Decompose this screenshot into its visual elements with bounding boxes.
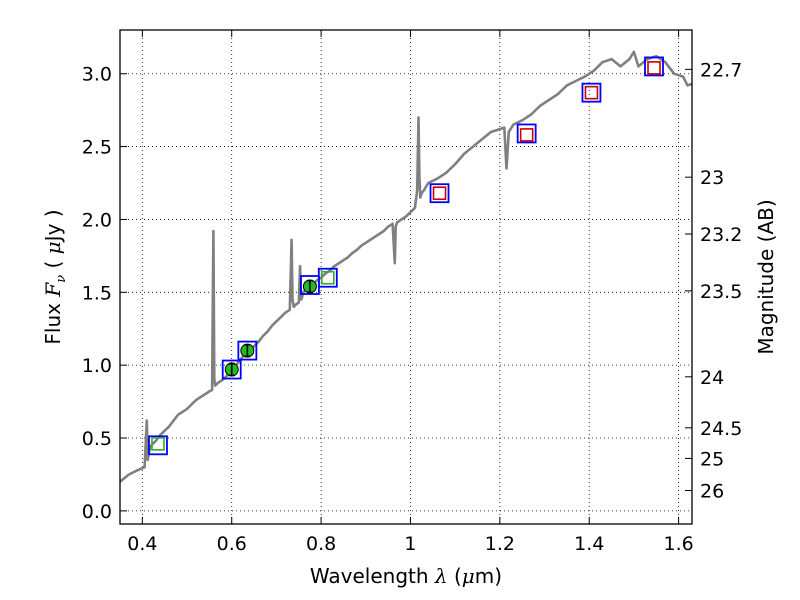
x-tick-label: 0.8: [306, 533, 336, 555]
photometry-box-marker: [317, 267, 338, 288]
model-photometry-marker: [151, 437, 165, 451]
axes-frame: [119, 29, 693, 525]
right-tick-label: 24: [700, 367, 724, 389]
photometry-box-marker: [429, 183, 450, 204]
photometry-box-marker: [644, 56, 664, 77]
model-photometry-marker: [320, 270, 335, 285]
right-tick-label: 25: [700, 448, 724, 470]
right-tick-label: 23: [700, 167, 724, 189]
right-tick-label: 22.7: [700, 59, 742, 81]
x-tick-label: 1.4: [574, 533, 604, 555]
y-tick-label: 1.0: [82, 355, 112, 377]
y-tick-label: 0.5: [82, 428, 112, 450]
model-photometry-marker: [432, 186, 447, 201]
axis-ticks: 0.4 0.6 0.8 1 1.2 1.4 1.6 0.0 0.5 1.0 1.5 2.0 2.5 3.0…: [82, 30, 742, 555]
x-tick-label: 0.4: [127, 533, 157, 555]
model-photometry-marker: [519, 128, 534, 142]
spectrum-line: [120, 50, 692, 483]
plot-clipped: [120, 50, 692, 483]
y-tick-label: 1.5: [82, 282, 112, 304]
x-tick-label: 0.6: [217, 533, 247, 555]
y-tick-label: 3.0: [82, 64, 112, 86]
right-tick-label: 26: [700, 480, 724, 502]
photometry-box-marker: [237, 340, 258, 361]
y-tick-label: 0.0: [82, 501, 112, 523]
y-tick-label: 2.5: [82, 137, 112, 159]
y-tick-label: 2.0: [82, 209, 112, 231]
plot-area: [120, 50, 692, 483]
x-tick-label: 1.2: [485, 533, 515, 555]
x-tick-label: 1.6: [663, 533, 693, 555]
right-tick-label: 23.5: [700, 281, 742, 303]
model-photometry-marker: [647, 61, 661, 75]
photometry-box-marker: [148, 435, 168, 456]
photometry-box-marker: [581, 82, 602, 103]
x-tick-label: 1: [404, 533, 416, 555]
right-tick-label: 24.5: [700, 418, 742, 440]
x-axis-label: Wavelength λ (μm): [310, 564, 502, 588]
right-tick-label: 23.2: [700, 224, 742, 246]
photometry-box-marker: [516, 123, 537, 144]
grid: [120, 30, 692, 524]
model-photometry-marker: [584, 85, 599, 100]
y-axis-label: Flux Fν ( μJy ): [41, 209, 69, 344]
photometry-box-marker: [221, 359, 242, 380]
right-axis-label: Magnitude (AB): [754, 199, 778, 354]
